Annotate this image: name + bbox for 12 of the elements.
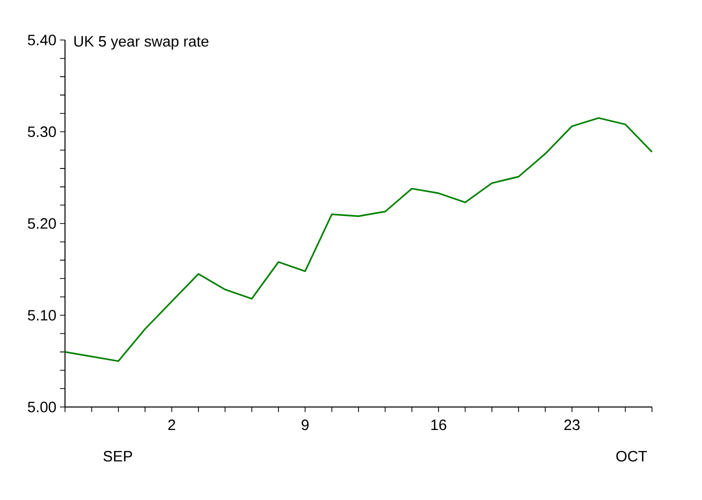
y-tick-label: 5.30	[28, 126, 56, 138]
chart-title: UK 5 year swap rate	[74, 36, 208, 50]
y-tick-label: 5.00	[28, 402, 56, 412]
y-tick-label: 5.40	[28, 34, 56, 46]
x-tick-label: 23	[564, 420, 580, 430]
x-tick-label: 9	[302, 420, 309, 430]
x-tick-label: 2	[168, 420, 176, 430]
y-tick-label: 5.20	[28, 218, 56, 229]
x-tick-label: 16	[431, 420, 446, 430]
text: SEP	[104, 450, 132, 462]
text: OCT	[616, 450, 647, 462]
y-tick-label: 5.10	[28, 310, 56, 321]
